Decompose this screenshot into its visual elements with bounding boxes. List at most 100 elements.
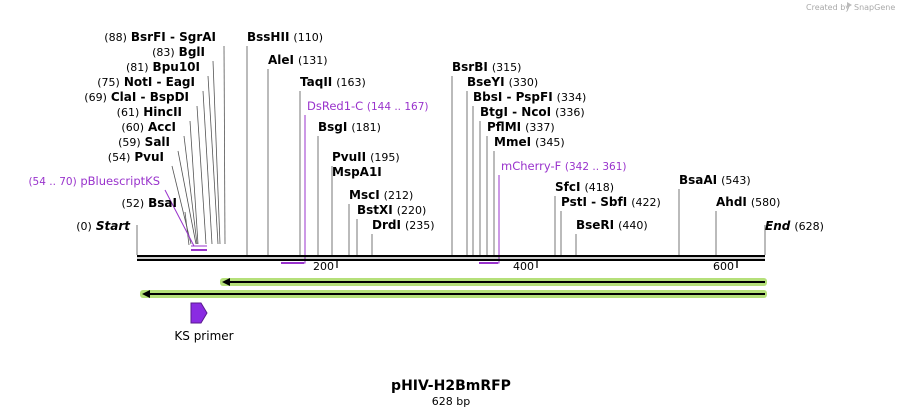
site-name-bgli: BglI bbox=[179, 45, 205, 59]
orf-arrowhead-2 bbox=[142, 290, 150, 298]
site-label-mmei: MmeI (345) bbox=[494, 133, 565, 150]
site-name-bstxi: BstXI bbox=[357, 203, 393, 217]
site-pos-bsgi: (181) bbox=[351, 121, 381, 134]
site-pos-bsshii: (110) bbox=[293, 31, 323, 44]
ruler: 200 400 600 bbox=[313, 260, 738, 273]
site-label-bsrfi-sgrai: (88) BsrFI - SgrAI bbox=[104, 28, 216, 45]
feature-arrow-ks-primer bbox=[190, 302, 208, 324]
site-label-psti-sbfi: PstI - SbfI (422) bbox=[561, 193, 661, 210]
feature-label-ks-primer: KS primer bbox=[174, 329, 233, 343]
site-label-end: End (628) bbox=[765, 217, 824, 234]
site-name-bsrfi-sgrai: BsrFI - SgrAI bbox=[131, 30, 216, 44]
site-pos-noti-eagi: (75) bbox=[97, 76, 120, 89]
site-pos-bgli: (83) bbox=[152, 46, 175, 59]
site-label-clai-bspdi: (69) ClaI - BspDI bbox=[84, 88, 189, 105]
site-name-mmei: MmeI bbox=[494, 135, 531, 149]
primer-leader-pbluescriptks bbox=[164, 189, 195, 247]
site-name-clai-bspdi: ClaI - BspDI bbox=[111, 90, 189, 104]
snapgene-logo-icon bbox=[847, 2, 852, 8]
site-pos-hincii: (61) bbox=[117, 106, 140, 119]
primer-name-dsred1-c: DsRed1-C bbox=[307, 99, 363, 113]
site-pos-ahdi: (580) bbox=[751, 196, 781, 209]
site-label-bsai: (52) BsaI bbox=[122, 194, 177, 211]
site-name-drdi: DrdI bbox=[372, 218, 401, 232]
feature-layer: KS primer bbox=[174, 302, 234, 343]
site-name-bsshii: BssHII bbox=[247, 30, 289, 44]
site-label-mspa1i: MspA1I bbox=[332, 165, 382, 179]
site-name-hincii: HincII bbox=[143, 105, 182, 119]
site-label-drdi: DrdI (235) bbox=[372, 216, 435, 233]
site-pos-taqii: (163) bbox=[336, 76, 366, 89]
site-pos-btgi-ncoi: (336) bbox=[555, 106, 585, 119]
site-label-acci: (60) AccI bbox=[121, 118, 176, 135]
site-name-pflmi: PflMI bbox=[487, 120, 521, 134]
backbone-top-strand bbox=[137, 255, 765, 258]
site-name-bsaai: BsaAI bbox=[679, 173, 717, 187]
primer-range-dsred1-c: (144 .. 167) bbox=[367, 101, 429, 113]
site-line-bpu10i bbox=[207, 75, 219, 245]
plasmid-length: 628 bp bbox=[432, 395, 470, 408]
credit-text: Created by bbox=[806, 3, 850, 12]
primer-leader-mcherry-f bbox=[498, 175, 500, 264]
site-line-bsrfi-sgrai bbox=[223, 45, 226, 245]
orf-layer bbox=[140, 278, 767, 298]
ruler-label-200: 200 bbox=[313, 260, 334, 273]
primer-label-dsred1-c: DsRed1-C (144 .. 167) bbox=[307, 99, 429, 113]
site-pos-sali: (59) bbox=[118, 136, 141, 149]
site-label-start: (0) Start bbox=[76, 217, 131, 234]
site-line-pvui bbox=[171, 165, 192, 245]
site-name-bpu10i: Bpu10I bbox=[153, 60, 200, 74]
site-label-bbsi-pspfi: BbsI - PspFI (334) bbox=[473, 88, 586, 105]
site-name-btgi-ncoi: BtgI - NcoI bbox=[480, 105, 551, 119]
credit-brand: SnapGene bbox=[854, 3, 895, 12]
site-name-start: Start bbox=[96, 219, 131, 233]
site-label-msci: MscI (212) bbox=[349, 186, 413, 203]
site-pos-bpu10i: (81) bbox=[126, 61, 149, 74]
primer-range-pbluescriptks: (54 .. 70) bbox=[28, 176, 76, 188]
ruler-label-400: 400 bbox=[513, 260, 534, 273]
site-pos-bsrbi: (315) bbox=[492, 61, 522, 74]
site-label-bstxi: BstXI (220) bbox=[357, 201, 426, 218]
site-line-hincii bbox=[189, 120, 199, 245]
site-pos-bbsi-pspfi: (334) bbox=[557, 91, 587, 104]
primer-leader-dsred1-c bbox=[304, 115, 306, 264]
title-block: pHIV-H2BmRFP 628 bp bbox=[391, 378, 511, 408]
site-pos-msci: (212) bbox=[384, 189, 414, 202]
primer-label-pbluescriptks: (54 .. 70) pBluescriptKS bbox=[28, 174, 160, 188]
site-pos-clai-bspdi: (69) bbox=[84, 91, 107, 104]
primer-range-mcherry-f: (342 .. 361) bbox=[565, 161, 627, 173]
primer-label-mcherry-f: mCherry-F (342 .. 361) bbox=[501, 159, 627, 173]
site-label-hincii: (61) HincII bbox=[117, 103, 182, 120]
site-label-bseri: BseRI (440) bbox=[576, 216, 648, 233]
credit: Created by SnapGene bbox=[806, 2, 895, 12]
site-pos-drdi: (235) bbox=[405, 219, 435, 232]
site-name-pvuii: PvuII bbox=[332, 150, 366, 164]
site-pos-acci: (60) bbox=[121, 121, 144, 134]
site-name-sfci: SfcI bbox=[555, 180, 580, 194]
site-name-psti-sbfi: PstI - SbfI bbox=[561, 195, 627, 209]
site-name-alei: AleI bbox=[268, 53, 294, 67]
site-name-end: End bbox=[765, 219, 791, 233]
site-pos-pflmi: (337) bbox=[525, 121, 555, 134]
primer-layer: (54 .. 70) pBluescriptKS DsRed1-C (144 ..… bbox=[28, 99, 627, 264]
ruler-label-600: 600 bbox=[713, 260, 734, 273]
site-label-pflmi: PflMI (337) bbox=[487, 118, 555, 135]
site-lines bbox=[136, 45, 766, 255]
site-labels: (0) Start (52) BsaI (54) PvuI(59) SalI(60)… bbox=[76, 28, 824, 234]
site-pos-sfci: (418) bbox=[584, 181, 614, 194]
site-pos-alei: (131) bbox=[298, 54, 328, 67]
site-label-bsaai: BsaAI (543) bbox=[679, 171, 751, 188]
site-line-acci bbox=[183, 135, 198, 245]
site-label-bseyi: BseYI (330) bbox=[467, 73, 538, 90]
site-label-btgi-ncoi: BtgI - NcoI (336) bbox=[480, 103, 585, 120]
site-label-bgli: (83) BglI bbox=[152, 43, 205, 60]
site-label-bsrbi: BsrBI (315) bbox=[452, 58, 521, 75]
site-pos-bseyi: (330) bbox=[509, 76, 539, 89]
site-pos-bsrfi-sgrai: (88) bbox=[104, 31, 127, 44]
backbone-bottom-strand bbox=[137, 258, 765, 261]
site-name-bseri: BseRI bbox=[576, 218, 614, 232]
site-label-bpu10i: (81) Bpu10I bbox=[126, 58, 200, 75]
site-label-bsgi: BsgI (181) bbox=[318, 118, 381, 135]
site-pos-bseri: (440) bbox=[618, 219, 648, 232]
